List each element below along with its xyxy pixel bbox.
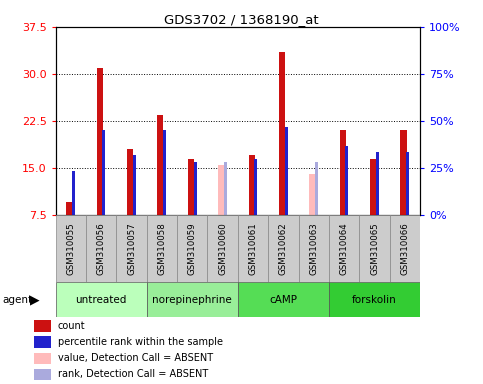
Text: ▶: ▶ xyxy=(30,294,40,307)
Bar xyxy=(370,159,376,215)
Text: GSM310058: GSM310058 xyxy=(157,222,167,275)
Text: GSM310057: GSM310057 xyxy=(127,222,136,275)
Bar xyxy=(163,131,166,215)
Bar xyxy=(329,282,420,317)
Bar xyxy=(400,131,407,215)
Text: percentile rank within the sample: percentile rank within the sample xyxy=(58,337,223,347)
Bar xyxy=(390,215,420,282)
Bar xyxy=(376,152,379,215)
Bar xyxy=(218,165,224,215)
Text: GSM310059: GSM310059 xyxy=(188,222,197,275)
Text: GSM310062: GSM310062 xyxy=(279,222,288,275)
Bar xyxy=(249,156,255,215)
Text: GSM310060: GSM310060 xyxy=(218,222,227,275)
Text: GSM310064: GSM310064 xyxy=(340,222,349,275)
Bar xyxy=(116,215,147,282)
Bar xyxy=(284,127,288,215)
Bar xyxy=(188,159,194,215)
Text: GSM310056: GSM310056 xyxy=(97,222,106,275)
Text: GDS3702 / 1368190_at: GDS3702 / 1368190_at xyxy=(164,13,319,26)
Text: GSM310055: GSM310055 xyxy=(66,222,75,275)
Text: rank, Detection Call = ABSENT: rank, Detection Call = ABSENT xyxy=(58,369,208,379)
Bar xyxy=(157,115,163,215)
Bar xyxy=(238,215,268,282)
Bar xyxy=(238,282,329,317)
Text: agent: agent xyxy=(2,295,32,305)
Bar xyxy=(208,215,238,282)
Bar xyxy=(56,215,86,282)
Bar xyxy=(147,215,177,282)
Bar xyxy=(315,162,318,215)
Bar xyxy=(147,282,238,317)
Bar xyxy=(279,52,285,215)
Bar xyxy=(133,156,136,215)
Bar xyxy=(102,131,105,215)
Bar xyxy=(224,162,227,215)
Text: GSM310061: GSM310061 xyxy=(249,222,257,275)
Bar xyxy=(72,171,75,215)
Text: GSM310066: GSM310066 xyxy=(400,222,410,275)
Bar xyxy=(268,215,298,282)
Bar xyxy=(329,215,359,282)
Bar xyxy=(359,215,390,282)
Text: norepinephrine: norepinephrine xyxy=(153,295,232,305)
Bar xyxy=(194,162,197,215)
Bar xyxy=(345,146,349,215)
Text: forskolin: forskolin xyxy=(352,295,397,305)
Bar xyxy=(254,159,257,215)
Bar xyxy=(66,202,72,215)
Bar xyxy=(97,68,103,215)
Bar xyxy=(298,215,329,282)
Text: GSM310065: GSM310065 xyxy=(370,222,379,275)
Bar xyxy=(340,131,346,215)
Text: cAMP: cAMP xyxy=(270,295,298,305)
Text: value, Detection Call = ABSENT: value, Detection Call = ABSENT xyxy=(58,353,213,363)
Text: GSM310063: GSM310063 xyxy=(309,222,318,275)
Text: untreated: untreated xyxy=(75,295,127,305)
Bar xyxy=(309,174,315,215)
Bar xyxy=(406,152,409,215)
Text: count: count xyxy=(58,321,85,331)
Bar xyxy=(86,215,116,282)
Bar xyxy=(177,215,208,282)
Bar xyxy=(127,149,133,215)
Bar xyxy=(56,282,147,317)
